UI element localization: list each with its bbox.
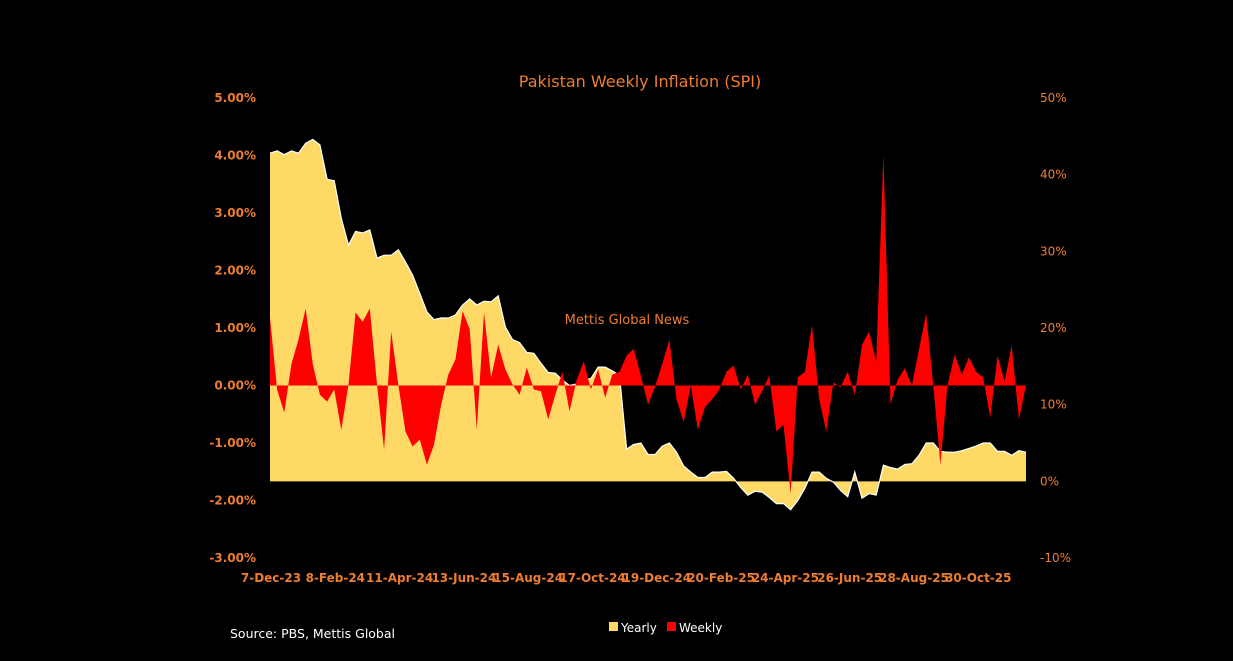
- x-axis-tick: 24-Apr-25: [752, 571, 819, 585]
- x-axis-tick: 7-Dec-23: [241, 571, 301, 585]
- right-axis-tick: 10%: [1040, 398, 1067, 412]
- x-axis-tick: 15-Aug-24: [493, 571, 563, 585]
- left-axis-tick: 4.00%: [214, 149, 256, 163]
- right-axis-tick: -10%: [1040, 551, 1071, 565]
- x-axis-tick: 20-Feb-25: [687, 571, 755, 585]
- legend-swatch-weekly: [667, 622, 676, 631]
- left-axis-tick: 2.00%: [214, 264, 256, 278]
- x-axis-tick: 26-Jun-25: [817, 571, 882, 585]
- right-axis-tick: 50%: [1040, 91, 1067, 105]
- x-axis-tick: 11-Apr-24: [366, 571, 433, 585]
- left-axis-tick: -3.00%: [209, 551, 256, 565]
- area-yearly: [270, 139, 1026, 510]
- legend-swatch-yearly: [609, 622, 618, 631]
- right-axis-tick: 30%: [1040, 244, 1067, 258]
- x-axis-tick: 28-Aug-25: [879, 571, 949, 585]
- x-axis-tick: 30-Oct-25: [945, 571, 1011, 585]
- left-axis-tick: 0.00%: [214, 379, 256, 393]
- legend-label-weekly: Weekly: [679, 621, 722, 635]
- x-axis-tick: 17-Oct-24: [559, 571, 625, 585]
- left-axis-tick: 3.00%: [214, 206, 256, 220]
- source-note: Source: PBS, Mettis Global: [230, 626, 395, 641]
- x-axis-tick: 13-Jun-24: [431, 571, 496, 585]
- right-axis-tick: 20%: [1040, 321, 1067, 335]
- left-axis-tick: -2.00%: [209, 494, 256, 508]
- right-axis-tick: 0%: [1040, 474, 1059, 488]
- left-axis-tick: -1.00%: [209, 436, 256, 450]
- left-axis-tick: 1.00%: [214, 321, 256, 335]
- legend-label-yearly: Yearly: [620, 621, 657, 635]
- yearly-outline: [269, 138, 1027, 511]
- x-axis-tick: 8-Feb-24: [306, 571, 365, 585]
- right-axis-tick: 40%: [1040, 168, 1067, 182]
- left-axis-tick: 5.00%: [214, 91, 256, 105]
- legend: Yearly Weekly: [609, 621, 722, 635]
- x-axis-tick: 19-Dec-24: [623, 571, 692, 585]
- watermark: Mettis Global News: [565, 313, 690, 328]
- chart-title: Pakistan Weekly Inflation (SPI): [519, 72, 761, 91]
